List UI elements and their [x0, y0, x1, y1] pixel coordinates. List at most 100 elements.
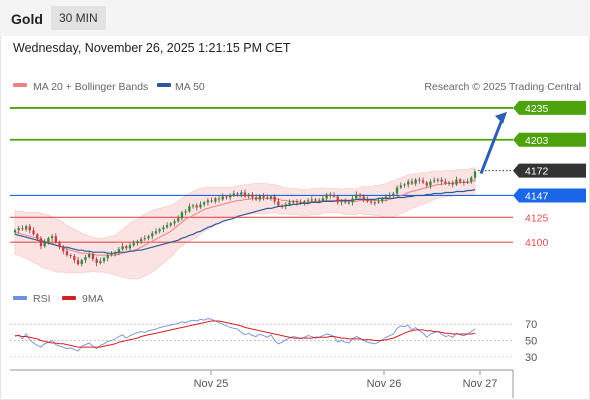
- candle-body: [403, 184, 406, 186]
- candle-body: [473, 171, 477, 178]
- candle-body: [140, 239, 143, 242]
- candle-body: [336, 196, 339, 203]
- candle-body: [277, 201, 280, 206]
- candle-body: [392, 193, 395, 196]
- candle-body: [184, 211, 187, 213]
- ma50-line: [14, 188, 476, 254]
- bollinger-band: [14, 167, 476, 280]
- candle-body: [370, 201, 373, 203]
- ma20-legend-label: MA 20 + Bollinger Bands: [33, 81, 148, 93]
- rsi-tick-30: 30: [525, 352, 537, 364]
- candle-body: [284, 204, 287, 207]
- rsi-ma-line: [15, 320, 476, 348]
- candle-body: [169, 223, 172, 226]
- level-label-4235: 4235: [525, 103, 549, 115]
- candle-body: [232, 193, 235, 196]
- candle-body: [214, 198, 217, 202]
- candle-body: [407, 181, 410, 185]
- candle-body: [43, 242, 46, 247]
- candle-body: [121, 246, 124, 250]
- candle-body: [117, 249, 120, 253]
- candle-body: [110, 254, 113, 256]
- candle-body: [444, 181, 447, 184]
- candle-body: [410, 181, 414, 184]
- candle-body: [199, 204, 202, 208]
- ma50-legend-label: MA 50: [175, 81, 205, 93]
- candle-body: [332, 195, 336, 197]
- candle-body: [384, 196, 388, 199]
- candle-body: [229, 195, 232, 198]
- date-line: Wednesday, November 26, 2025 1:21:15 PM …: [13, 41, 291, 55]
- ma50-legend-swatch: [157, 83, 171, 87]
- candle-body: [125, 246, 128, 249]
- candle-body: [13, 230, 17, 233]
- forecast-arrow-head: [495, 111, 507, 124]
- candle-body: [73, 256, 76, 261]
- candle-body: [136, 241, 139, 244]
- candle-body: [280, 205, 284, 207]
- time-tick-label: Nov 27: [463, 378, 498, 390]
- candle-body: [80, 260, 83, 265]
- candle-body: [373, 202, 376, 204]
- rsi-ma-legend-label: 9MA: [82, 293, 104, 305]
- candle-body: [143, 238, 146, 240]
- candle-body: [429, 181, 432, 186]
- candle-body: [355, 194, 358, 199]
- candle-body: [251, 194, 254, 198]
- ma20-legend-swatch: [13, 83, 27, 87]
- candle-body: [288, 202, 291, 205]
- candle-body: [318, 200, 321, 202]
- candle-body: [421, 180, 425, 183]
- rsi-panel: 70 50 30: [10, 318, 537, 364]
- candle-body: [162, 227, 165, 230]
- candle-body: [84, 257, 87, 261]
- candle-body: [191, 205, 195, 207]
- candle-body: [292, 201, 295, 203]
- level-label-4147: 4147: [525, 190, 549, 202]
- rsi-legend-swatch: [13, 296, 27, 300]
- candle-body: [188, 206, 191, 212]
- candle-body: [47, 238, 50, 243]
- candle-body: [132, 243, 135, 246]
- level-label-4125: 4125: [525, 212, 549, 224]
- candle-body: [65, 251, 69, 256]
- forecast-arrow-shaft: [479, 116, 505, 175]
- timeframe-button[interactable]: 30 MIN: [51, 6, 106, 30]
- candle-body: [173, 221, 176, 224]
- candle-body: [206, 200, 210, 203]
- candle-body: [54, 236, 57, 243]
- candle-body: [240, 192, 243, 195]
- level-tag-4203: [513, 132, 586, 147]
- candle-body: [258, 195, 261, 200]
- ma20-line: [14, 180, 476, 256]
- candle-body: [466, 181, 469, 183]
- time-tick-label: Nov 25: [194, 378, 229, 390]
- candle-body: [36, 234, 39, 239]
- price-panel: 4235 4203 4172 4147 4125 4100: [10, 100, 586, 280]
- candle-body: [462, 181, 465, 183]
- candle-body: [433, 180, 436, 182]
- rsi-tick-50: 50: [525, 336, 537, 348]
- time-tick-label: Nov 26: [367, 378, 402, 390]
- candle-body: [102, 258, 106, 262]
- candle-body: [455, 179, 458, 185]
- candle-body: [347, 202, 350, 204]
- candle-body: [306, 200, 310, 202]
- candle-body: [414, 179, 417, 184]
- candle-body: [154, 231, 158, 234]
- candle-body: [106, 255, 109, 259]
- candle-body: [39, 238, 43, 247]
- candle-body: [177, 218, 180, 222]
- candle-body: [210, 200, 213, 202]
- candle-body: [303, 201, 306, 204]
- candle-body: [459, 179, 462, 182]
- candle-body: [262, 195, 265, 198]
- candle-body: [299, 202, 302, 204]
- candle-body: [366, 199, 369, 202]
- candle-body: [221, 196, 224, 200]
- candle-body: [25, 226, 28, 230]
- candle-body: [451, 182, 454, 185]
- candle-body: [255, 197, 258, 200]
- candle-body: [88, 254, 91, 258]
